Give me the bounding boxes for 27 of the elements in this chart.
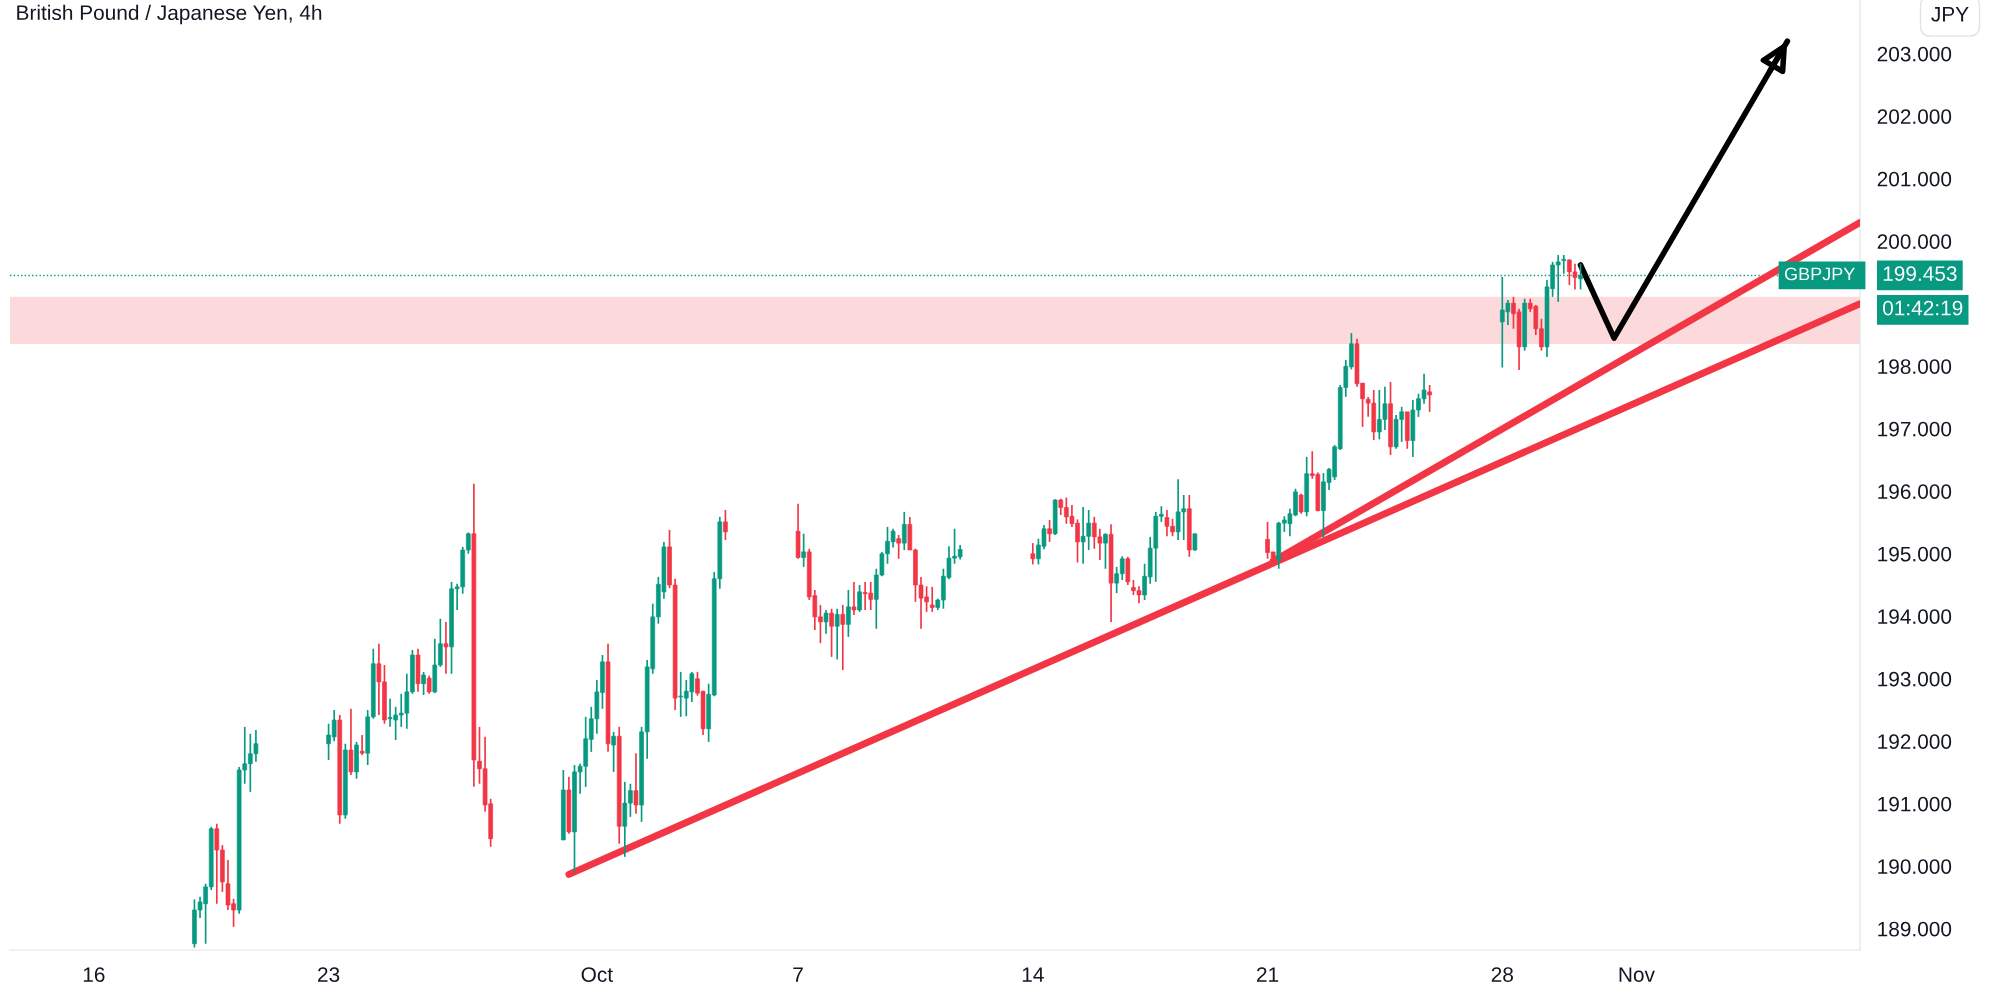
y-tick-label: 189.000 (1878, 921, 1952, 937)
y-tick-label: 192.000 (1878, 734, 1952, 749)
x-tick-label: 14 (1022, 967, 1044, 982)
text: 01:42:19 (1883, 300, 1963, 316)
y-tick-label: 198.000 (1878, 359, 1952, 374)
x-tick-label: 7 (793, 967, 803, 982)
y-tick-label: 191.000 (1878, 796, 1952, 812)
text: JPY (1931, 7, 1969, 22)
x-tick-label: Oct (581, 967, 613, 982)
ref-line-label: GBPJPY (1784, 267, 1855, 281)
x-tick-label: 23 (318, 967, 340, 982)
y-tick-label: 203.000 (1877, 46, 1952, 62)
y-tick-label: 190.000 (1878, 859, 1952, 874)
text: 199.453 (1883, 266, 1957, 282)
y-tick-label: 201.000 (1877, 171, 1952, 187)
y-tick-label: 194.000 (1878, 609, 1952, 624)
y-tick-label: 202.000 (1877, 109, 1952, 124)
y-tick-label: 197.000 (1878, 421, 1952, 437)
x-tick-label: 21 (1257, 967, 1279, 982)
y-tick-label: 200.000 (1877, 234, 1952, 249)
chart-title: British Pound / Japanese Yen, 4h (17, 4, 322, 25)
x-tick-label: 16 (83, 967, 105, 982)
y-tick-label: 193.000 (1878, 671, 1952, 687)
y-tick-label: 196.000 (1878, 484, 1952, 499)
y-tick-label: 195.000 (1878, 546, 1952, 562)
x-tick-label: Nov (1619, 967, 1655, 982)
x-tick-label: 28 (1491, 967, 1513, 982)
